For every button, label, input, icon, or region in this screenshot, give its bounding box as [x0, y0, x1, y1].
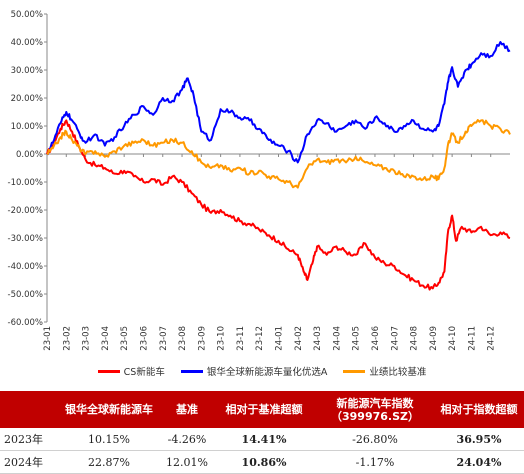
- table-cell: -1.17%: [316, 450, 434, 474]
- chart-legend: CS新能车 银华全球新能源车量化优选A 业绩比较基准: [0, 363, 524, 379]
- x-tick-label: 23-11: [236, 326, 246, 351]
- x-tick-label: 24-10: [448, 326, 458, 351]
- x-tick-label: 23-02: [62, 326, 72, 351]
- x-tick-label: 24-04: [332, 326, 342, 351]
- x-tick-label: 23-01: [43, 326, 53, 351]
- table-cell: 24.04%: [434, 450, 524, 474]
- series-line-1: [46, 41, 511, 164]
- header-cell-excess-benchmark: 相对于基准超额: [212, 391, 316, 428]
- legend-item-benchmark: 业绩比较基准: [343, 364, 426, 378]
- y-tick-label: -50.00%: [8, 290, 43, 300]
- y-tick-label: 40.00%: [11, 38, 43, 48]
- y-tick-label: 30.00%: [11, 66, 43, 76]
- x-tick-label: 23-03: [82, 326, 92, 351]
- table-cell: -26.80%: [316, 428, 434, 451]
- x-tick-label: 23-05: [120, 326, 130, 351]
- y-tick-label: 20.00%: [11, 94, 43, 104]
- table-cell: 10.15%: [56, 428, 162, 451]
- x-tick-label: 24-06: [371, 326, 381, 351]
- line-chart: -60.00% -50.00% -40.00% -30.00% -20.00% -10.0…: [8, 10, 511, 351]
- header-cell-benchmark: 基准: [162, 391, 212, 428]
- table-cell: -4.26%: [162, 428, 212, 451]
- x-tick-label: 24-11: [467, 326, 477, 351]
- legend-item-fund: 银华全球新能源车量化优选A: [180, 364, 328, 378]
- x-tick-label: 23-10: [217, 326, 227, 351]
- header-cell-fund: 银华全球新能源车: [56, 391, 162, 428]
- chart-axes: [46, 14, 510, 322]
- legend-label-cs-ev: CS新能车: [123, 367, 165, 378]
- header-cell-index: 新能源汽车指数 （399976.SZ）: [316, 391, 434, 428]
- series-line-2: [46, 119, 511, 189]
- legend-swatch-benchmark: [343, 369, 366, 373]
- performance-table: 银华全球新能源车 基准 相对于基准超额 新能源汽车指数 （399976.SZ） …: [0, 391, 524, 474]
- series-line-0: [46, 119, 511, 291]
- y-tick-label: -60.00%: [8, 318, 43, 328]
- y-tick-label: -30.00%: [8, 234, 43, 244]
- y-tick-label: -10.00%: [8, 178, 43, 188]
- legend-swatch-cs-ev: [97, 369, 120, 373]
- x-tick-label: 23-08: [178, 326, 188, 351]
- header-cell-year: [0, 391, 56, 428]
- y-tick-label: -20.00%: [8, 206, 43, 216]
- table-cell: 2023年: [0, 428, 56, 451]
- x-tick-label: 23-07: [159, 326, 169, 351]
- table-header-row: 银华全球新能源车 基准 相对于基准超额 新能源汽车指数 （399976.SZ） …: [0, 391, 524, 428]
- x-tick-label: 24-07: [390, 326, 400, 351]
- y-tick-labels: -60.00% -50.00% -40.00% -30.00% -20.00% -10.0…: [8, 10, 47, 328]
- x-tick-label: 24-03: [313, 326, 323, 351]
- x-tick-label: 23-04: [101, 326, 111, 351]
- x-tick-label: 24-12: [487, 326, 497, 351]
- x-tick-label: 24-05: [352, 326, 362, 351]
- legend-label-benchmark: 业绩比较基准: [369, 367, 427, 378]
- x-tick-label: 23-09: [197, 326, 207, 351]
- table-cell: 36.95%: [434, 428, 524, 451]
- chart-area: -60.00% -50.00% -40.00% -30.00% -20.00% -10.0…: [8, 10, 511, 351]
- x-tick-label: 24-02: [294, 326, 304, 351]
- y-tick-label: 10.00%: [11, 122, 43, 132]
- x-tick-label: 24-08: [410, 326, 420, 351]
- x-tick-label: 24-01: [275, 326, 285, 351]
- x-tick-label: 24-09: [429, 326, 439, 351]
- table-cell: 14.41%: [212, 428, 316, 451]
- legend-label-fund: 银华全球新能源车量化优选A: [206, 367, 328, 378]
- x-tick-label: 23-12: [255, 326, 265, 351]
- table-row: 2023年 10.15% -4.26% 14.41% -26.80% 36.95…: [0, 428, 524, 451]
- x-tick-label: 23-06: [139, 326, 149, 351]
- legend-swatch-fund: [180, 369, 203, 373]
- series-lines: [46, 41, 511, 291]
- y-tick-label: -40.00%: [8, 262, 43, 272]
- header-cell-excess-index: 相对于指数超额: [434, 391, 524, 428]
- x-tick-labels: 23-01 23-02 23-03 23-04 23-05 23-06 23-07 23-08…: [43, 154, 497, 351]
- y-tick-label: 50.00%: [11, 10, 43, 20]
- table-cell: 10.86%: [212, 450, 316, 474]
- table-cell: 12.01%: [162, 450, 212, 474]
- table-cell: 2024年: [0, 450, 56, 474]
- legend-item-cs-ev: CS新能车: [97, 364, 165, 378]
- y-tick-label: 0.00%: [16, 150, 43, 160]
- table-row: 2024年 22.87% 12.01% 10.86% -1.17% 24.04%: [0, 450, 524, 474]
- table-cell: 22.87%: [56, 450, 162, 474]
